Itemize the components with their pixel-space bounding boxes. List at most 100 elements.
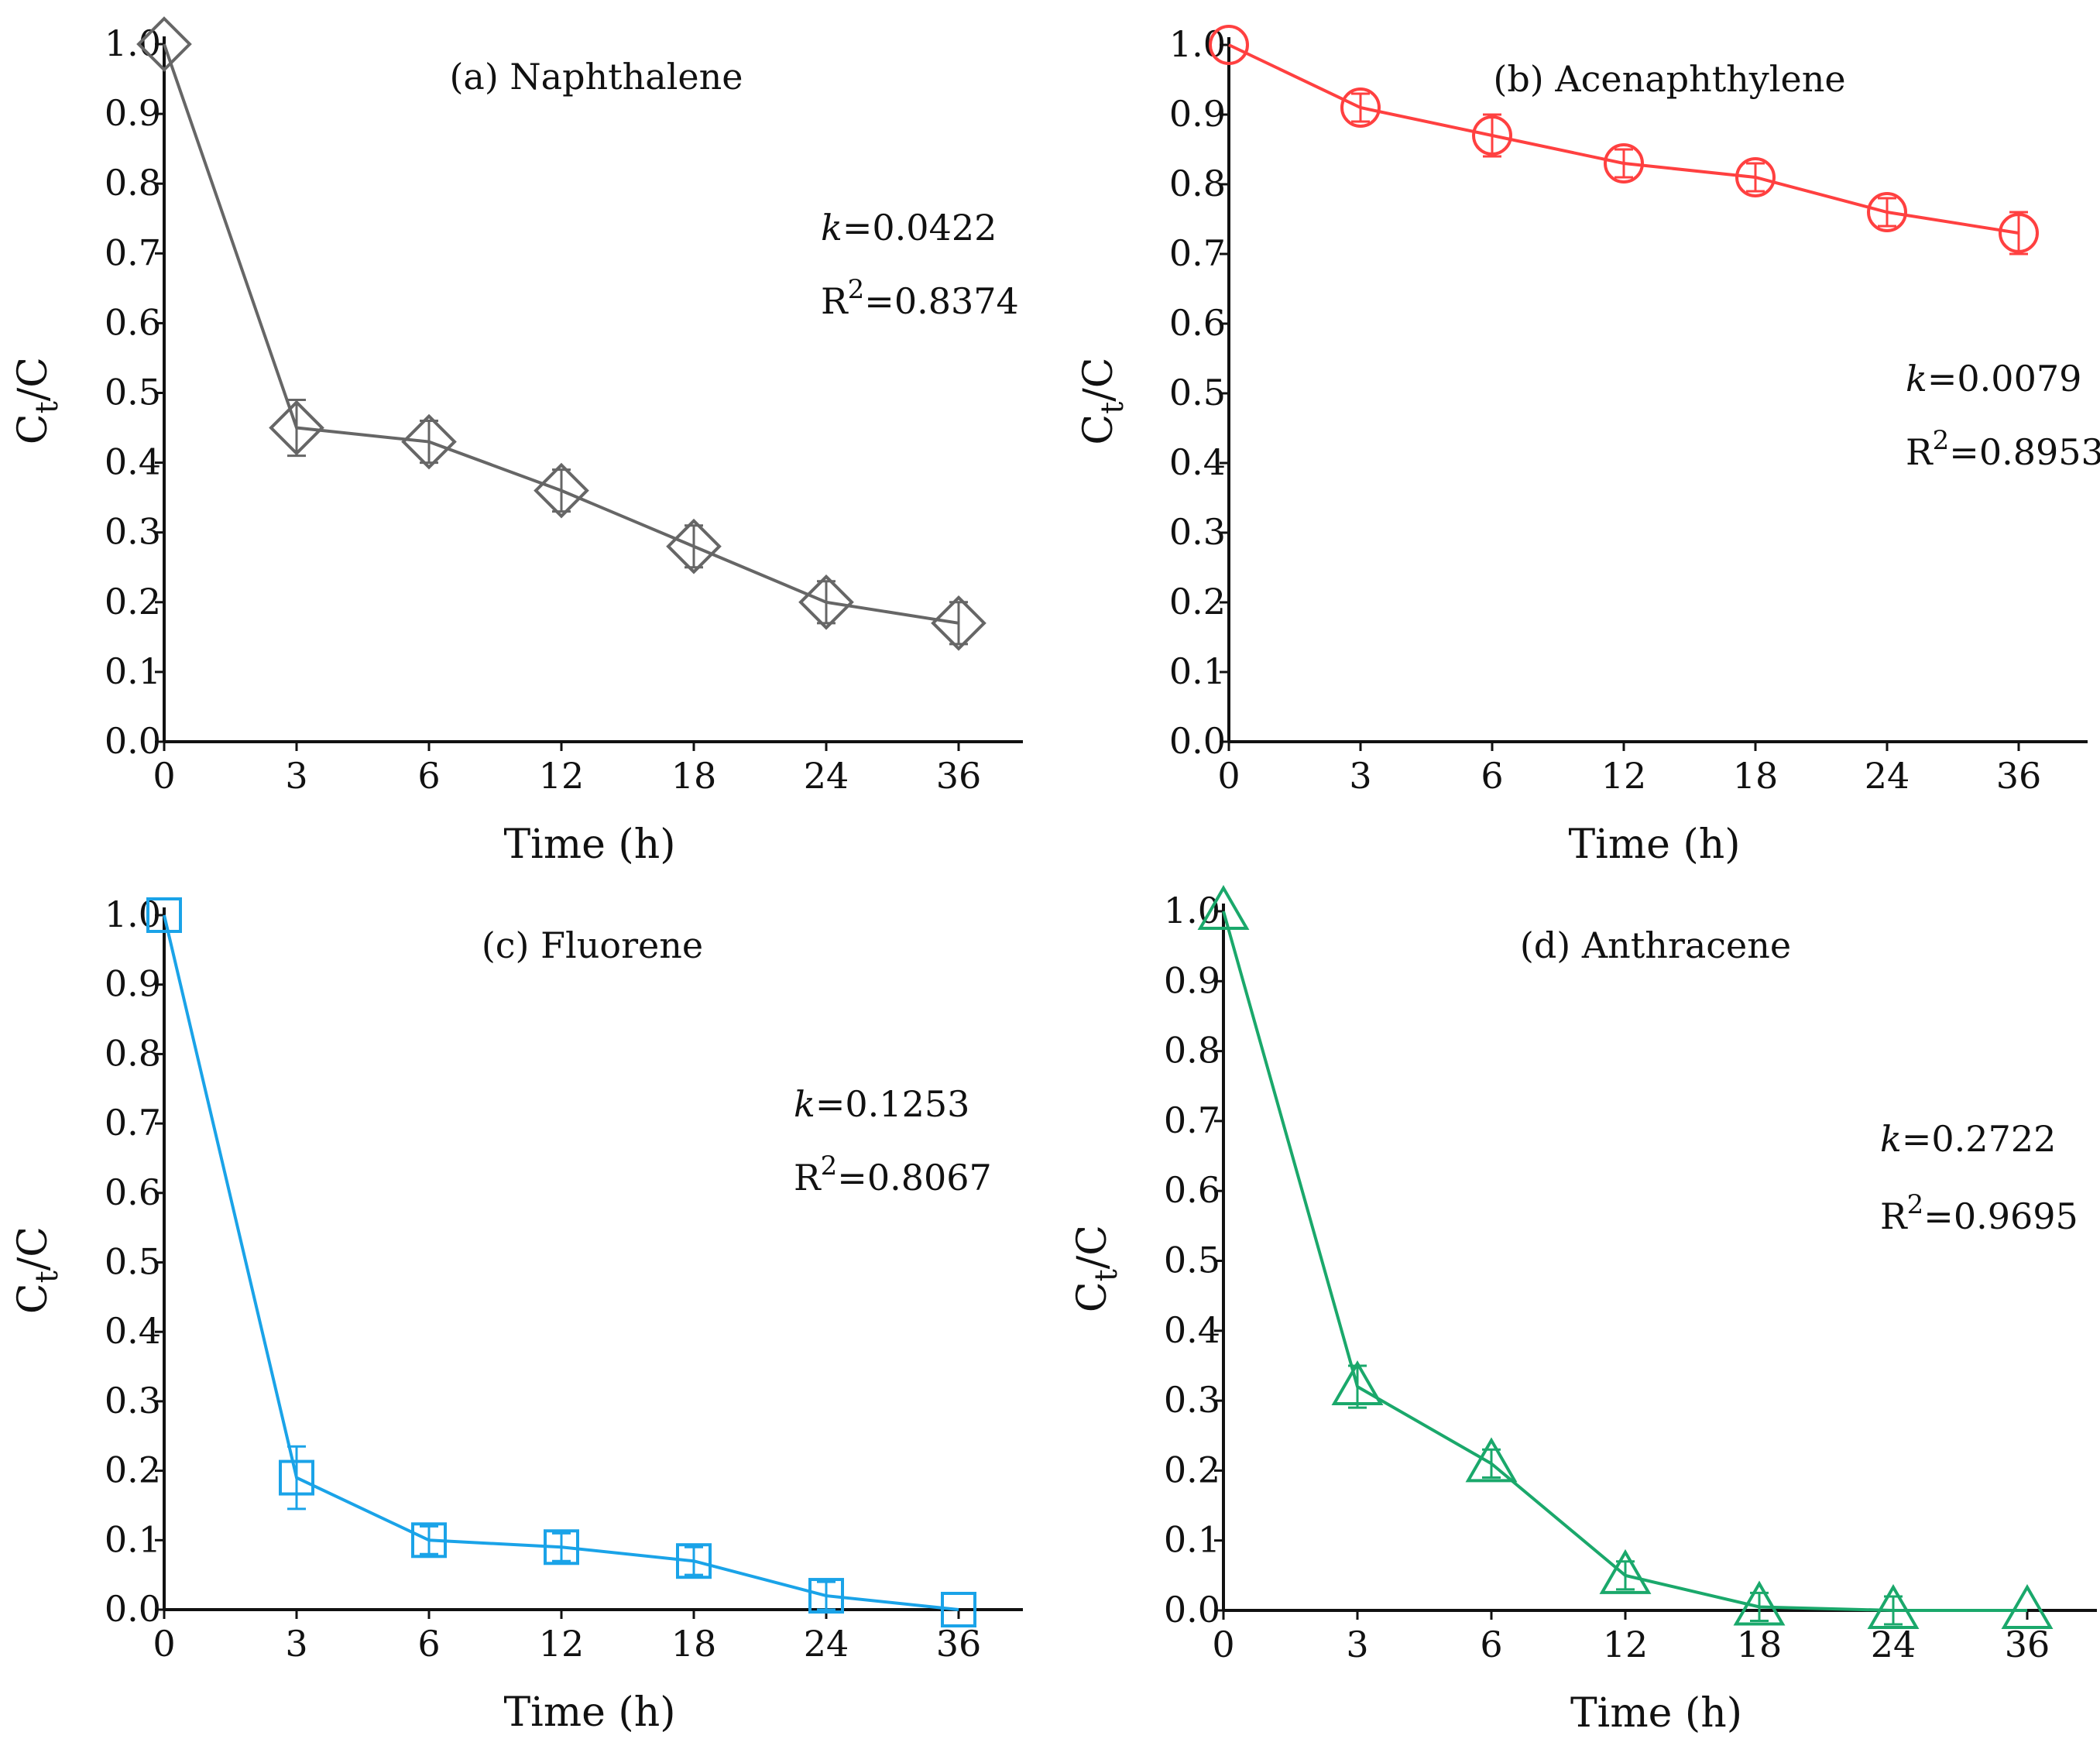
y-tick-label: 0.1	[1164, 1519, 1220, 1561]
y-axis-label-tail: /C	[10, 1226, 57, 1271]
r2-symbol: R	[794, 1157, 822, 1199]
y-axis-label-main: C	[10, 1283, 57, 1314]
x-tick-label: 36	[1996, 755, 2042, 797]
data-point-circle	[1735, 157, 1776, 197]
x-tick-label: 6	[417, 1623, 440, 1665]
data-point-square	[676, 1543, 712, 1579]
data-point-diamond	[931, 595, 987, 651]
y-tick-label: 0.3	[1169, 511, 1226, 553]
data-point-circle	[1340, 87, 1381, 128]
x-tick-label: 24	[1871, 1624, 1916, 1665]
r2-value: =0.8067	[837, 1157, 992, 1199]
x-tick-label: 36	[2005, 1624, 2050, 1665]
series-line	[1222, 911, 2027, 1612]
y-tick-label: 0.2	[1164, 1449, 1220, 1490]
x-axis-label: Time (h)	[1569, 821, 1741, 868]
y-tick-label: 0.7	[1164, 1099, 1220, 1141]
y-tick-label: 0.2	[105, 581, 161, 622]
data-point-square	[411, 1522, 447, 1559]
k-symbol: k	[1880, 1118, 1902, 1160]
y-tick-label: 0.9	[1169, 93, 1226, 135]
r2-annotation: R2=0.8953	[1906, 425, 2100, 473]
y-axis-label: Ct/C	[1076, 357, 1131, 444]
k-annotation: k=0.0079	[1906, 358, 2081, 400]
k-value: =0.2722	[1902, 1118, 2057, 1160]
error-bar	[287, 399, 306, 458]
y-tick-label: 0.1	[1169, 650, 1226, 692]
error-bar	[1614, 148, 1633, 179]
y-tick-label: 0.9	[1164, 959, 1220, 1001]
error-bar	[1351, 92, 1370, 123]
data-point-circle	[1999, 213, 2039, 253]
x-tick-label: 36	[936, 755, 982, 797]
x-tick-label: 18	[1733, 755, 1779, 797]
x-tick-label: 36	[936, 1623, 982, 1665]
chart-panel-a: 0.0 0.1 0.2 0.3 0.4 0.5 0.6 0.7 0.8 0.9 1.0 0 3 6 12 18…	[0, 0, 1050, 875]
k-symbol: k	[794, 1083, 815, 1125]
r2-superscript: 2	[1907, 1189, 1924, 1220]
x-tick-label: 6	[1480, 1624, 1502, 1665]
data-point-circle	[1604, 143, 1644, 183]
y-axis-label-sub: t	[29, 401, 65, 413]
r2-value: =0.8953	[1949, 431, 2100, 473]
data-point-triangle	[1733, 1580, 1786, 1626]
data-point-square	[941, 1592, 976, 1627]
y-axis-label-main: C	[1076, 414, 1122, 445]
y-tick-label: 0.6	[1164, 1169, 1220, 1211]
x-axis-label: Time (h)	[504, 821, 676, 868]
x-tick-label: 0	[153, 755, 175, 797]
x-tick-label: 12	[1603, 1624, 1649, 1665]
data-point-diamond	[798, 574, 854, 630]
x-tick-label: 3	[1349, 755, 1371, 797]
y-tick-label: 0.1	[105, 650, 161, 692]
x-tick-label: 3	[285, 755, 307, 797]
x-tick-label: 24	[804, 1623, 849, 1665]
error-bar	[552, 468, 571, 513]
r2-value: =0.8374	[864, 280, 1019, 322]
x-axis-label: Time (h)	[1570, 1690, 1742, 1737]
x-tick-label: 12	[1601, 755, 1647, 797]
error-bar	[420, 1524, 438, 1555]
x-tick-label: 6	[417, 755, 440, 797]
y-tick-label: 0.5	[105, 1241, 161, 1283]
chart-title: (d) Anthracene	[1520, 924, 1791, 966]
y-tick-label: 0.7	[105, 1102, 161, 1144]
data-point-triangle	[1197, 884, 1250, 930]
x-tick-label: 0	[1212, 1624, 1234, 1665]
x-tick-label: 3	[1346, 1624, 1368, 1665]
error-bar	[552, 1531, 571, 1562]
r2-symbol: R	[821, 280, 849, 322]
error-bar	[685, 524, 703, 569]
error-bar	[2009, 211, 2028, 255]
y-tick-label: 0.5	[1169, 372, 1226, 413]
error-bar	[1746, 162, 1765, 193]
y-tick-label: 0.9	[105, 92, 161, 134]
x-tick-label: 12	[539, 755, 585, 797]
y-tick-label: 0.0	[1169, 720, 1226, 762]
k-symbol: k	[1906, 358, 1927, 400]
chart-panel-c: 0.0 0.1 0.2 0.3 0.4 0.5 0.6 0.7 0.8 0.9 1.0 0 3 6 12 18…	[0, 869, 1050, 1744]
r2-symbol: R	[1906, 431, 1934, 473]
chart-title: (c) Fluorene	[482, 924, 703, 966]
x-tick-label: 0	[1217, 755, 1240, 797]
r2-annotation: R2=0.9695	[1880, 1189, 2078, 1237]
y-tick-label: 0.6	[105, 1171, 161, 1213]
k-annotation: k=0.0422	[821, 207, 997, 249]
data-point-circle	[1867, 192, 1907, 232]
y-axis-label-tail: /C	[1069, 1225, 1116, 1269]
chart-panel-d: 0.0 0.1 0.2 0.3 0.4 0.5 0.6 0.7 0.8 0.9 1.0 0 3 6 12 18…	[1059, 869, 2100, 1744]
data-point-triangle	[2001, 1583, 2054, 1629]
data-point-square	[146, 897, 182, 933]
data-point-triangle	[1331, 1360, 1384, 1406]
x-tick-label: 12	[539, 1623, 585, 1665]
x-tick-label: 3	[285, 1623, 307, 1665]
y-tick-label: 0.5	[105, 372, 161, 413]
data-point-triangle	[1599, 1548, 1652, 1594]
r2-superscript: 2	[1933, 425, 1950, 456]
r2-superscript: 2	[848, 274, 865, 305]
y-tick-label: 0.8	[105, 1032, 161, 1074]
r2-symbol: R	[1880, 1195, 1908, 1237]
y-tick-label: 0.8	[1164, 1030, 1220, 1072]
y-tick-label: 0.1	[105, 1518, 161, 1560]
k-annotation: k=0.2722	[1880, 1118, 2056, 1160]
